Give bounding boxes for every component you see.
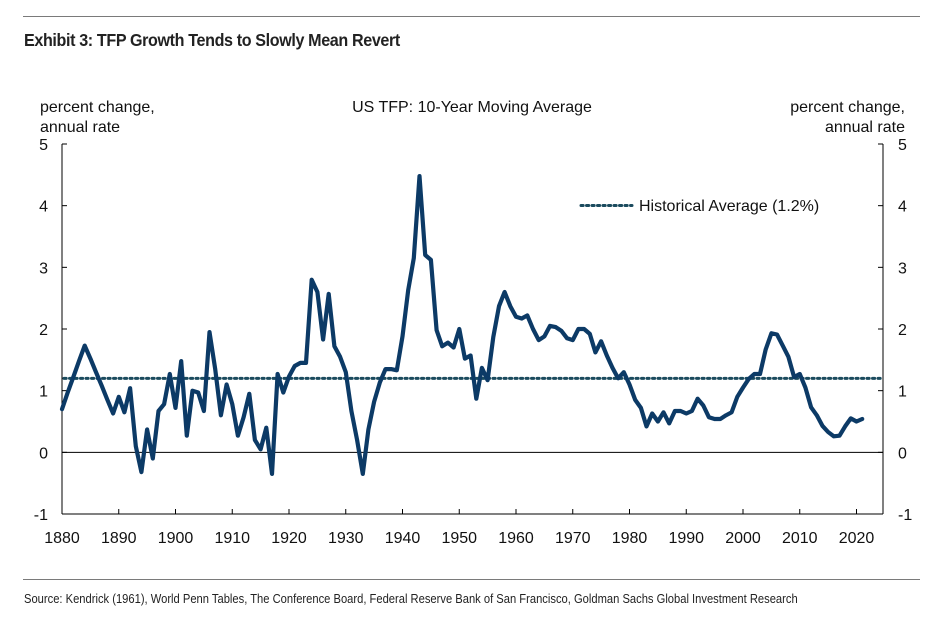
chart-title: US TFP: 10-Year Moving Average: [352, 99, 592, 116]
y-tick-label-left: 1: [39, 384, 48, 401]
y-tick-label-right: -1: [898, 507, 912, 524]
y-tick-label-right: 5: [898, 137, 907, 154]
series-layer: [59, 174, 865, 476]
x-tick-label: 2010: [782, 530, 818, 547]
legend-label: Historical Average (1.2%): [639, 198, 819, 215]
left-axis-label-line1: percent change,: [40, 99, 155, 116]
y-tick-label-left: 3: [39, 260, 48, 277]
y-tick-label-right: 0: [898, 445, 907, 462]
x-tick-label: 2000: [725, 530, 761, 547]
x-tick-label: 1910: [214, 530, 250, 547]
source-note: Source: Kendrick (1961), World Penn Tabl…: [24, 591, 798, 606]
y-tick-label-right: 4: [898, 199, 907, 216]
x-tick-label: 1880: [44, 530, 80, 547]
x-tick-label: 1900: [158, 530, 194, 547]
x-tick-label: 1920: [271, 530, 307, 547]
x-tick-label: 1950: [441, 530, 477, 547]
y-tick-label-left: 4: [39, 199, 48, 216]
y-tick-label-left: 5: [39, 137, 48, 154]
x-tick-label: 2020: [839, 530, 875, 547]
y-tick-label-right: 2: [898, 322, 907, 339]
series-line-tfp: [59, 174, 865, 476]
x-tick-label: 1970: [555, 530, 591, 547]
bottom-rule: [23, 579, 920, 580]
y-tick-label-left: -1: [34, 507, 48, 524]
top-rule: [23, 16, 920, 17]
y-tick-label-left: 0: [39, 445, 48, 462]
left-axis-label-line2: annual rate: [40, 119, 120, 136]
exhibit-title: Exhibit 3: TFP Growth Tends to Slowly Me…: [24, 30, 400, 50]
x-tick-label: 1960: [498, 530, 534, 547]
x-tick-label: 1930: [328, 530, 364, 547]
right-axis-label-line1: percent change,: [790, 99, 905, 116]
x-tick-label: 1980: [612, 530, 648, 547]
y-tick-label-right: 3: [898, 260, 907, 277]
right-axis-label-line2: annual rate: [825, 119, 905, 136]
y-tick-label-left: 2: [39, 322, 48, 339]
x-tick-label: 1990: [668, 530, 704, 547]
y-tick-label-right: 1: [898, 384, 907, 401]
x-tick-label: 1940: [385, 530, 421, 547]
x-tick-label: 1890: [101, 530, 137, 547]
legend: Historical Average (1.2%): [579, 198, 819, 215]
axes: 5 5 4 4 3 3 2 2 1 1 0 0 -1 -1 1880 1890 1900 1910 1920 1930…: [34, 137, 913, 547]
